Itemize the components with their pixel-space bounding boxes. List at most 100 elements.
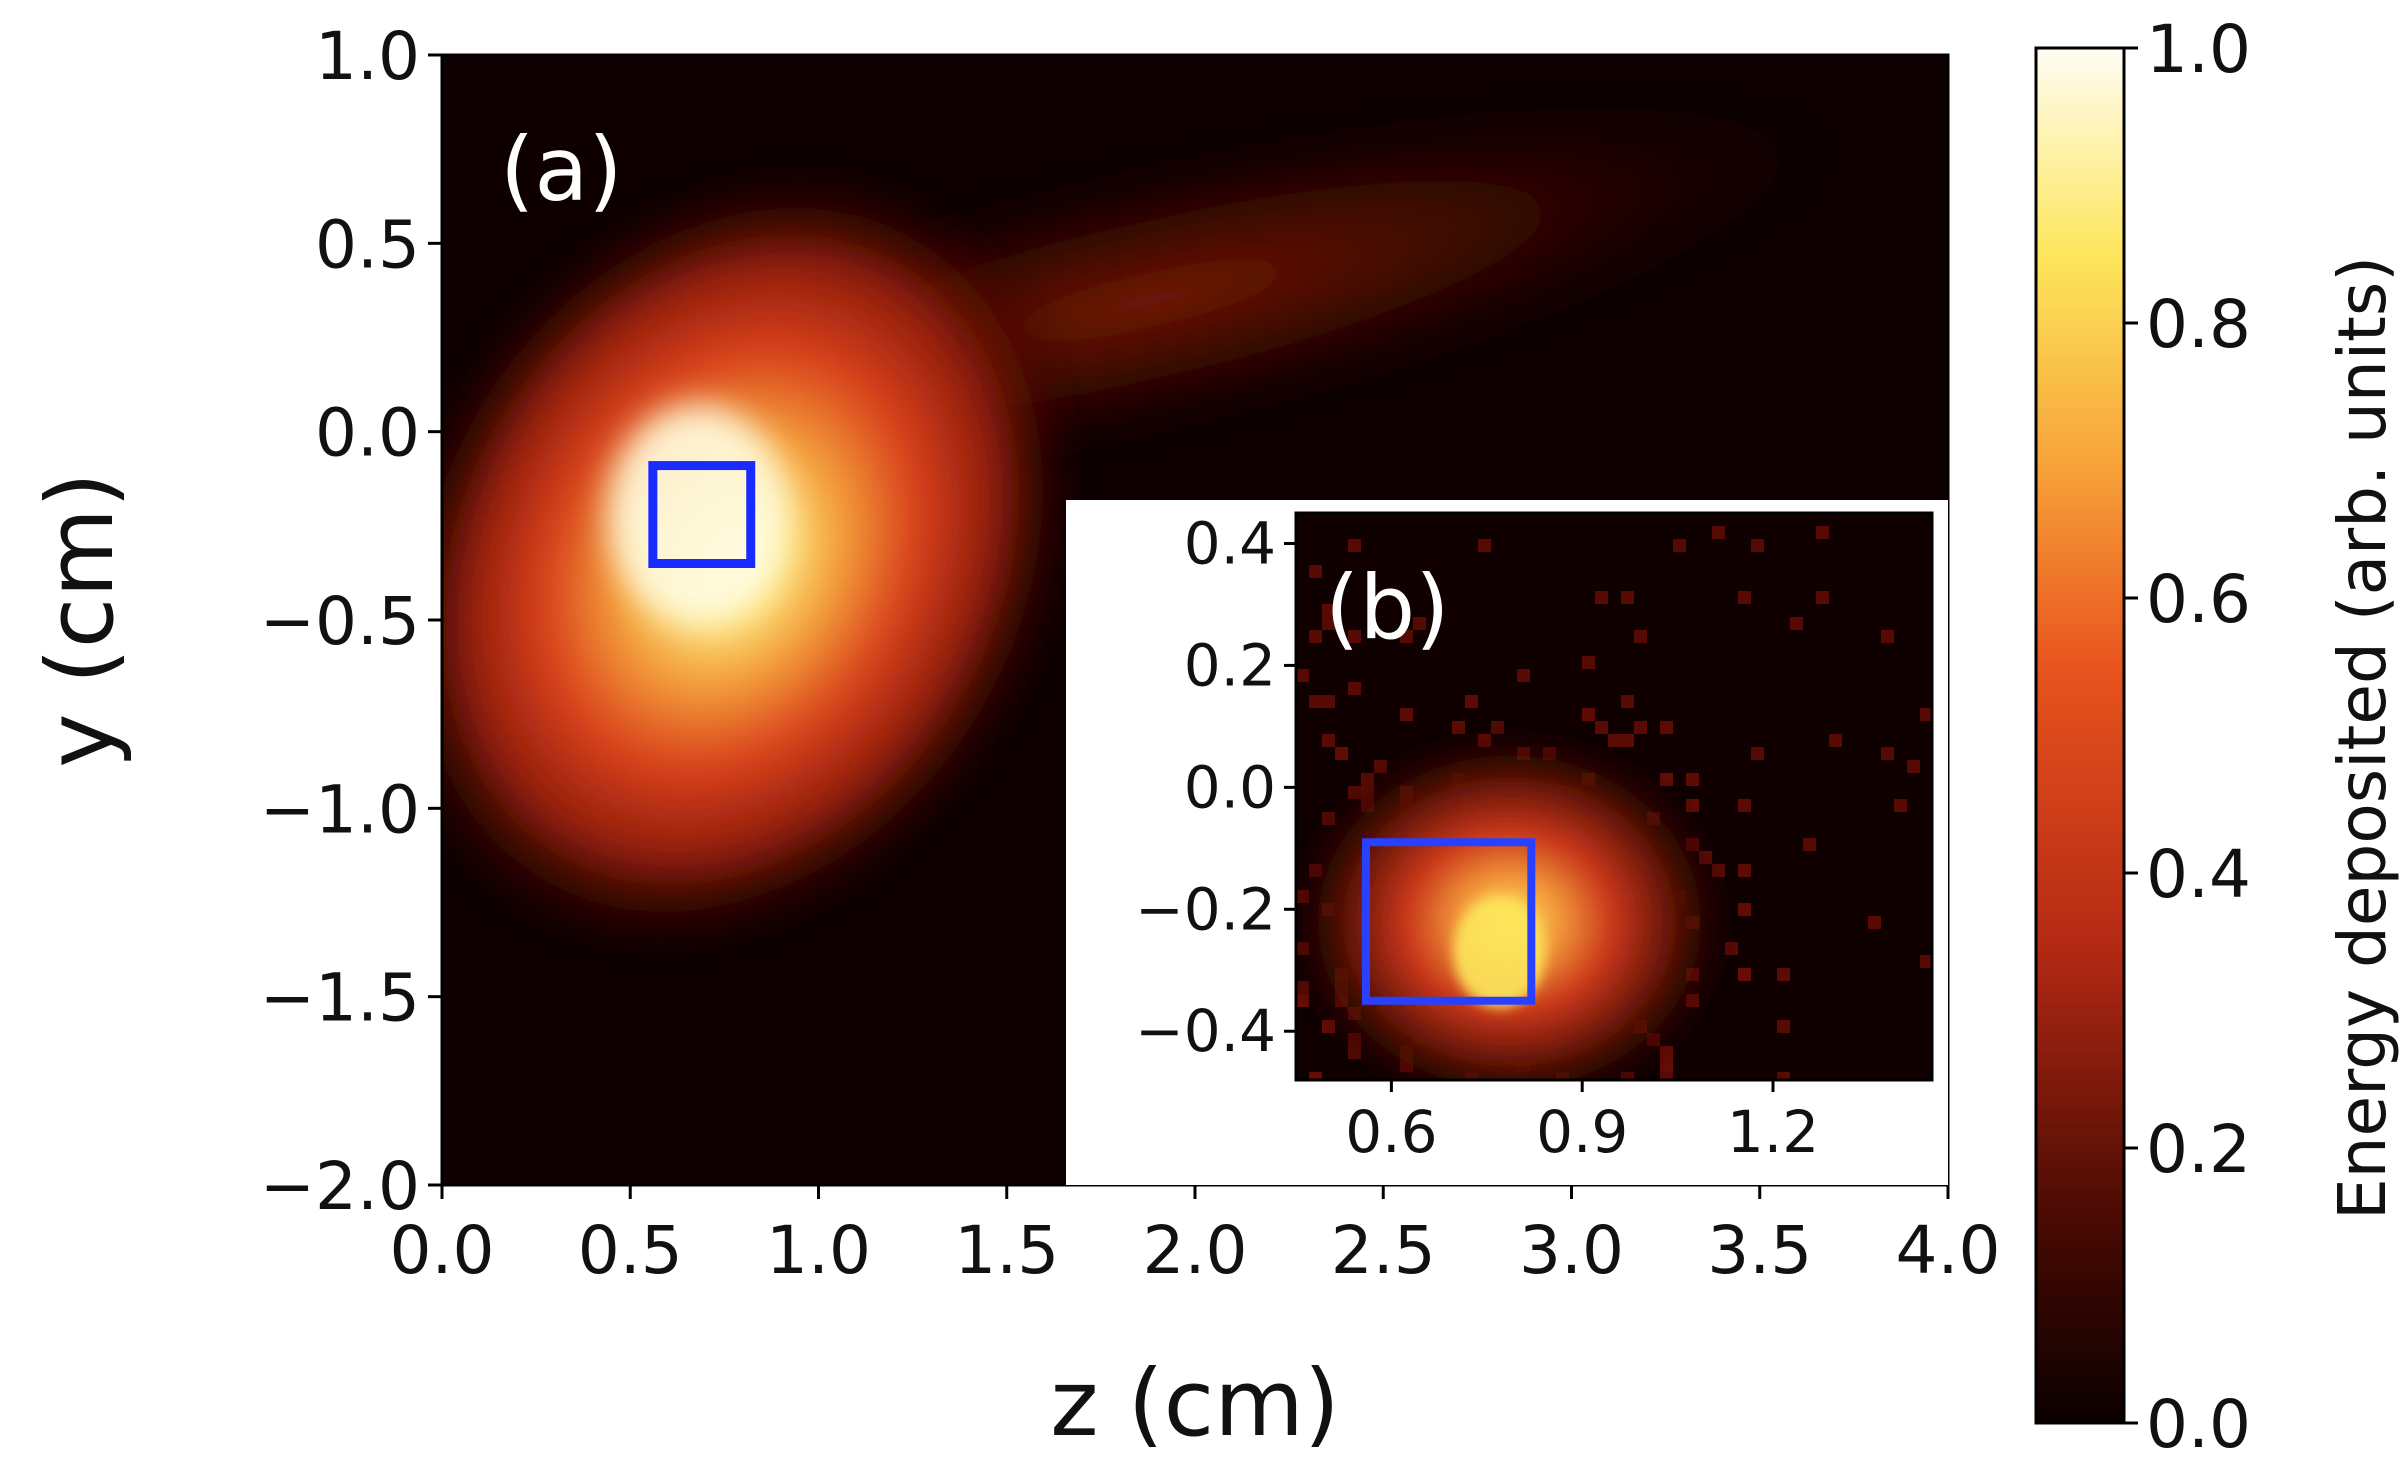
inset-noise-pixel (1738, 799, 1751, 812)
x-tick-label: 3.5 (1707, 1212, 1812, 1289)
inset-noise-pixel (1868, 916, 1881, 929)
inset-noise-pixel (1322, 695, 1335, 708)
inset-noise-pixel (1595, 591, 1608, 604)
inset-noise-pixel (1309, 630, 1322, 643)
inset-y-axis-ticks: 0.4 0.2 0.0 −0.2 −0.4 (1135, 509, 1296, 1065)
inset-noise-pixel (1712, 526, 1725, 539)
x-tick-label: 1.0 (766, 1212, 871, 1289)
inset-noise-pixel (1816, 591, 1829, 604)
energy-peak-core (608, 404, 789, 625)
x-tick-label: 1.5 (954, 1212, 1059, 1289)
inset-noise-pixel (1582, 656, 1595, 669)
x-tick-label: 2.0 (1143, 1212, 1248, 1289)
inset-noise-pixel (1634, 721, 1647, 734)
inset-y-tick-label: 0.2 (1184, 631, 1276, 699)
colorbar-tick-label: 0.8 (2146, 286, 2251, 363)
inset-noise-pixel (1413, 617, 1426, 630)
inset-noise-pixel (1309, 565, 1322, 578)
x-tick-label: 4.0 (1896, 1212, 2001, 1289)
colorbar-tick-label: 0.2 (2146, 1111, 2251, 1188)
x-tick-label: 3.0 (1519, 1212, 1624, 1289)
inset-noise-pixel (1348, 539, 1361, 552)
inset-noise-pixel (1309, 695, 1322, 708)
inset-noise-pixel (1621, 734, 1634, 747)
inset-noise-pixel (1816, 526, 1829, 539)
inset-noise-pixel (1790, 617, 1803, 630)
inset-highlight-box (1361, 838, 1536, 1005)
y-tick-label: 1.0 (315, 18, 420, 95)
inset-noise-pixel (1335, 747, 1348, 760)
y-tick-label: 0.5 (315, 206, 420, 283)
inset-noise-pixel (1803, 838, 1816, 851)
y-axis-ticks: 1.0 0.5 0.0 −0.5 −1.0 −1.5 −2.0 (260, 18, 442, 1225)
inset-noise-pixel (1322, 604, 1335, 617)
colorbar-tick-label: 1.0 (2146, 11, 2251, 88)
inset-noise-pixel (1660, 1072, 1673, 1080)
y-tick-label: −0.5 (260, 583, 420, 660)
y-tick-label: −1.0 (260, 771, 420, 848)
x-tick-label: 0.0 (390, 1212, 495, 1289)
inset-noise-pixel (1881, 747, 1894, 760)
inset-noise-pixel (1621, 591, 1634, 604)
inset-noise-pixel (1881, 630, 1894, 643)
inset-noise-pixel (1400, 708, 1413, 721)
inset-heatmap-image (1296, 526, 1932, 1080)
inset-y-tick-label: 0.0 (1184, 753, 1276, 821)
colorbar-ticks: 0.0 0.2 0.4 0.6 0.8 1.0 (2124, 11, 2251, 1462)
inset-heatmap-panel: 0.6 0.9 1.2 0.4 0.2 0.0 −0.2 −0.4 (b) (1066, 500, 1948, 1185)
inset-y-tick-label: 0.4 (1184, 509, 1276, 577)
y-tick-label: 0.0 (315, 395, 420, 472)
inset-noise-pixel (1296, 669, 1309, 682)
inset-y-tick-label: −0.4 (1135, 997, 1276, 1065)
inset-x-axis-ticks: 0.6 0.9 1.2 (1345, 1080, 1819, 1166)
y-tick-label: −1.5 (260, 960, 420, 1037)
inset-noise-pixel (1777, 1020, 1790, 1033)
inset-noise-pixel (1348, 630, 1361, 643)
colorbar-tick-label: 0.4 (2146, 836, 2251, 913)
inset-noise-pixel (1686, 773, 1699, 786)
inset-y-tick-label: −0.2 (1135, 875, 1276, 943)
x-tick-label: 2.5 (1331, 1212, 1436, 1289)
inset-noise-pixel (1894, 799, 1907, 812)
colorbar-tick-label: 0.0 (2146, 1386, 2251, 1462)
inset-noise-pixel (1738, 864, 1751, 877)
y-axis-label: y (cm) (27, 472, 134, 768)
panel-label-a: (a) (500, 118, 623, 221)
highlight-box (648, 461, 756, 569)
inset-noise-pixel (1322, 617, 1335, 630)
inset-noise-pixel (1517, 669, 1530, 682)
colorbar-tick-label: 0.6 (2146, 561, 2251, 638)
inset-x-tick-label: 0.6 (1345, 1098, 1437, 1166)
inset-noise-pixel (1673, 539, 1686, 552)
inset-noise-pixel (1634, 630, 1647, 643)
inset-noise-pixel (1660, 721, 1673, 734)
inset-noise-pixel (1920, 955, 1932, 968)
inset-noise-pixel (1829, 734, 1842, 747)
inset-noise-pixel (1322, 734, 1335, 747)
x-tick-label: 0.5 (578, 1212, 683, 1289)
inset-x-tick-label: 0.9 (1536, 1098, 1628, 1166)
inset-axes-frame (1294, 511, 1934, 1082)
colorbar-gradient (2034, 46, 2126, 1425)
inset-noise-pixel (1751, 539, 1764, 552)
inset-noise-pixel (1777, 1072, 1790, 1080)
panel-label-b: (b) (1325, 556, 1450, 659)
inset-noise-pixel (1907, 760, 1920, 773)
inset-x-tick-label: 1.2 (1727, 1098, 1819, 1166)
inset-noise-pixel (1920, 708, 1932, 721)
y-tick-label: −2.0 (260, 1148, 420, 1225)
inset-noise-pixel (1309, 1072, 1322, 1080)
inset-noise-pixel (1478, 539, 1491, 552)
inset-noise-pixel (1777, 968, 1790, 981)
colorbar-label: Energy deposited (arb. units) (2324, 256, 2401, 1220)
colorbar: 0.0 0.2 0.4 0.6 0.8 1.0 Energy deposited (arb… (2034, 11, 2401, 1462)
x-axis-ticks: 0.0 0.5 1.0 1.5 2.0 2.5 3.0 3.5 4.0 (390, 1185, 2001, 1289)
inset-noise-pixel (1738, 903, 1751, 916)
inset-noise-pixel (1400, 630, 1413, 643)
inset-noise-pixel (1751, 747, 1764, 760)
inset-noise-pixel (1348, 682, 1361, 695)
inset-noise-pixel (1595, 721, 1608, 734)
inset-noise-pixel (1738, 968, 1751, 981)
inset-energy-peak (1453, 895, 1546, 1008)
